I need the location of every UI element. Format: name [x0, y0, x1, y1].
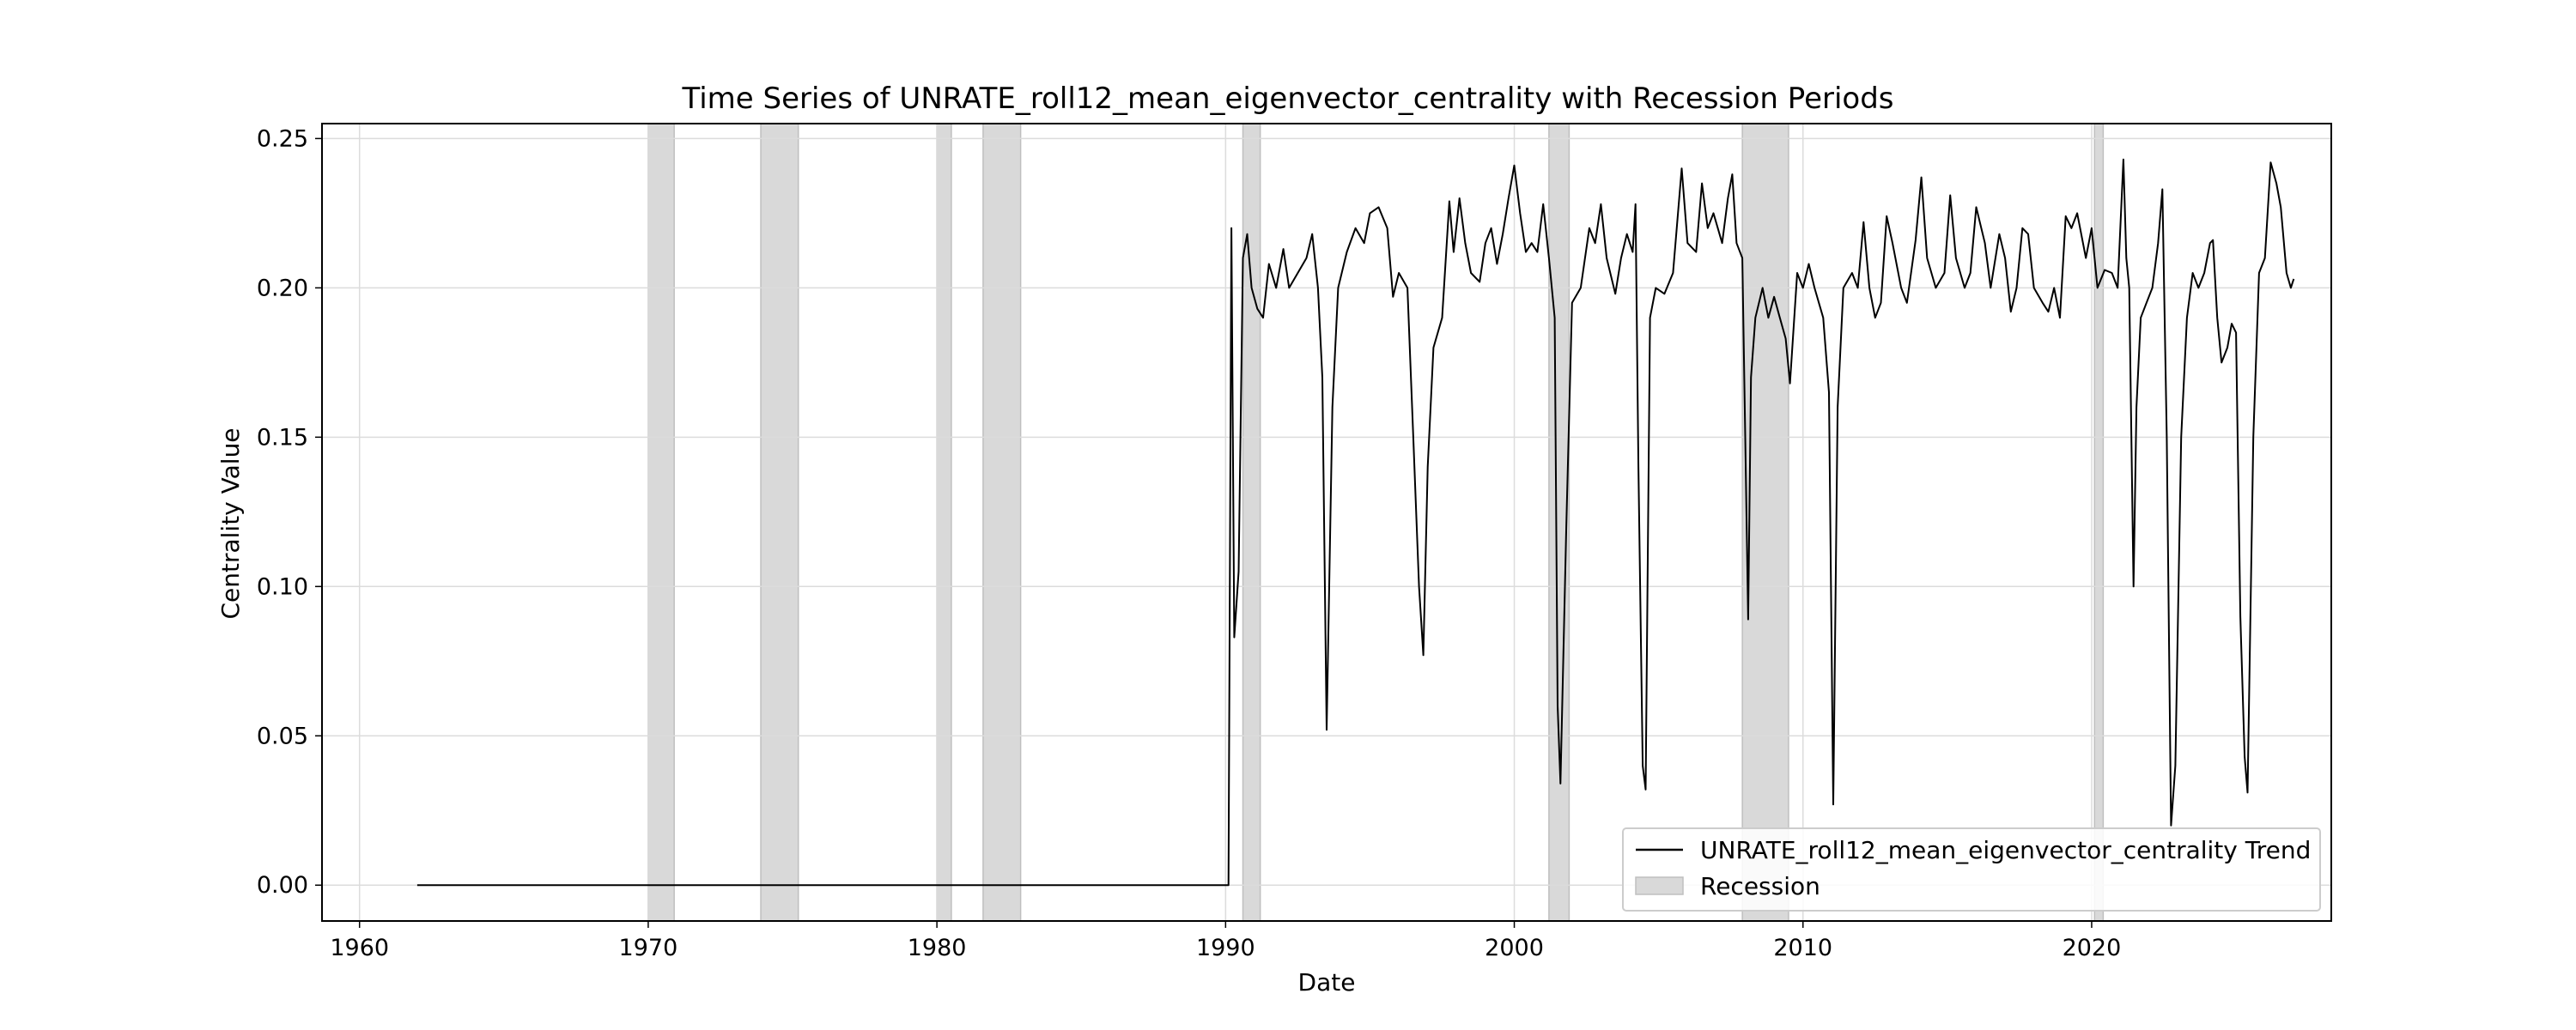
recession-band-2	[936, 123, 952, 922]
x-tick-label-5: 2010	[1773, 935, 1832, 961]
y-tick-label-0: 0.00	[257, 872, 308, 899]
y-tick-label-1: 0.05	[257, 723, 308, 749]
y-tick-label-3: 0.15	[257, 424, 308, 451]
recession-bands	[647, 123, 2105, 922]
legend-frame	[1622, 827, 2321, 912]
recession-band-3	[982, 123, 1022, 922]
series-line-0	[416, 158, 2295, 887]
series-lines	[416, 158, 2295, 887]
legend: UNRATE_roll12_mean_eigenvector_centralit…	[1622, 827, 2321, 912]
x-tick-label-2: 1980	[908, 935, 967, 961]
recession-band-0	[647, 123, 675, 922]
recession-band-1	[760, 123, 799, 922]
x-tick-label-3: 1990	[1196, 935, 1255, 961]
legend-label-trend: UNRATE_roll12_mean_eigenvector_centralit…	[1700, 836, 2311, 864]
chart-title: Time Series of UNRATE_roll12_mean_eigenv…	[681, 82, 1893, 116]
y-tick-label-4: 0.20	[257, 275, 308, 301]
y-tick-label-5: 0.25	[257, 125, 308, 152]
x-tick-label-1: 1970	[619, 935, 678, 961]
y-axis-ticks: 0.00 0.05 0.10 0.15 0.20 0.25	[257, 125, 322, 899]
legend-label-recession: Recession	[1700, 872, 1820, 900]
x-tick-label-6: 2020	[2063, 935, 2122, 961]
y-tick-label-2: 0.10	[257, 573, 308, 600]
x-axis-ticks: 1960 1970 1980 1990 2000 2010 2020	[330, 921, 2121, 961]
legend-recession-swatch	[1635, 876, 1684, 895]
recession-band-7	[2093, 123, 2105, 922]
x-tick-label-4: 2000	[1485, 935, 1544, 961]
x-axis-label: Date	[1298, 968, 1356, 997]
plot-area-frame	[321, 123, 2332, 922]
y-axis-label: Centrality Value	[216, 427, 245, 619]
x-tick-label-0: 1960	[330, 935, 389, 961]
